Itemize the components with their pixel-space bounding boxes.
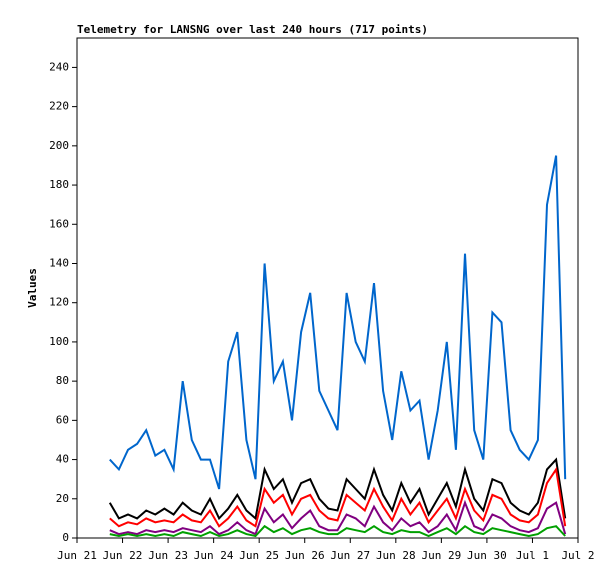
x-tick-label: Jul 1 — [516, 549, 549, 562]
y-tick-label: 120 — [49, 296, 69, 309]
y-tick-label: 180 — [49, 178, 69, 191]
series-line — [109, 524, 566, 538]
y-tick-label: 160 — [49, 217, 69, 230]
plot-frame — [76, 37, 579, 539]
y-tick-label: 20 — [56, 492, 69, 505]
x-tick-label: Jun 27 — [330, 549, 370, 562]
x-tick-label: Jun 30 — [467, 549, 507, 562]
x-tick-label: Jun 24 — [194, 549, 234, 562]
y-tick-label: 140 — [49, 256, 69, 269]
y-tick-label: 200 — [49, 139, 69, 152]
y-tick-label: 100 — [49, 335, 69, 348]
y-tick-label: 240 — [49, 60, 69, 73]
chart-title: Telemetry for LANSNG over last 240 hours… — [77, 23, 428, 36]
series-line — [109, 466, 567, 528]
x-tick-label: Jun 25 — [239, 549, 279, 562]
y-tick-label: 80 — [56, 374, 69, 387]
x-tick-label: Jun 29 — [421, 549, 461, 562]
x-tick-label: Jun 21 — [57, 549, 97, 562]
y-tick-label: 60 — [56, 413, 69, 426]
x-tick-label: Jun 26 — [285, 549, 325, 562]
x-tick-label: Jun 28 — [376, 549, 416, 562]
x-tick-label: Jun 22 — [103, 549, 143, 562]
x-tick-label: Jul 2 — [561, 549, 594, 562]
series-line — [109, 155, 567, 490]
y-tick-label: 0 — [62, 531, 69, 544]
series-line — [108, 457, 567, 521]
y-tick-label: 220 — [49, 100, 69, 113]
y-tick-label: 40 — [56, 453, 69, 466]
x-tick-label: Jun 23 — [148, 549, 188, 562]
series-line — [109, 499, 567, 536]
y-axis-label: Values — [26, 268, 39, 308]
